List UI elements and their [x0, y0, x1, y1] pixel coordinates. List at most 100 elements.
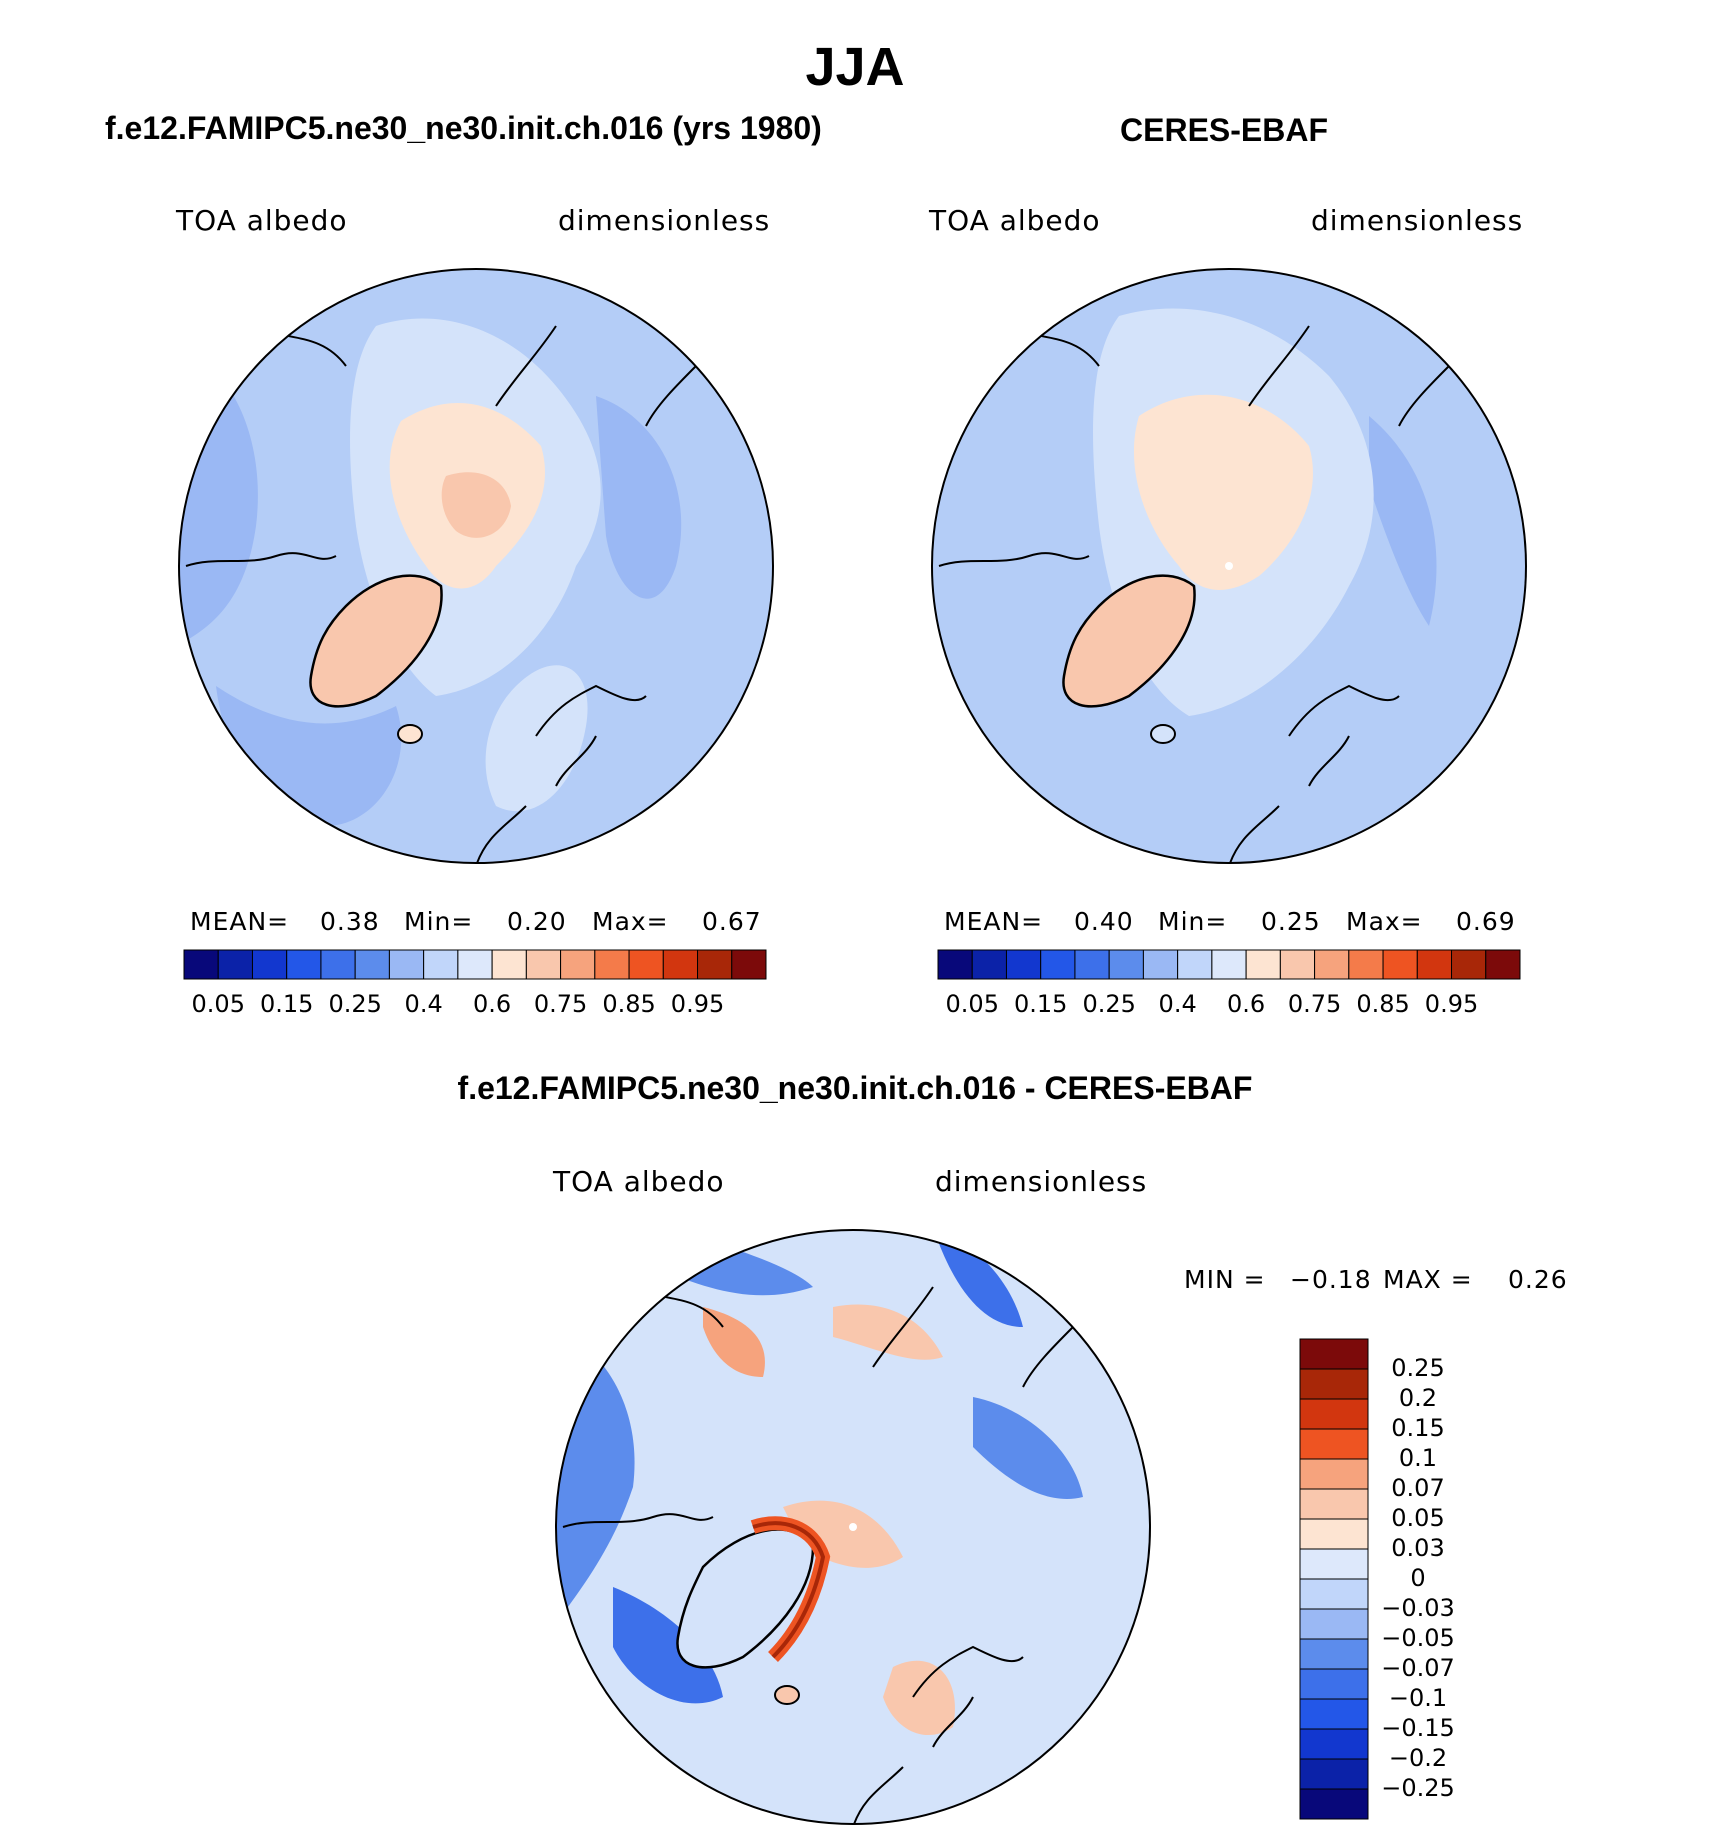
panel3-max-value: 0.26: [1508, 1265, 1568, 1294]
colorbar-box: [937, 949, 973, 980]
colorbar-tick-label: 0.15: [1013, 990, 1068, 1018]
colorbar-tick-label: 0.05: [191, 990, 245, 1018]
colorbar-box: [1299, 1668, 1369, 1700]
colorbar-box: [217, 949, 253, 980]
colorbar-tick-label: 0.25: [1391, 1354, 1445, 1382]
colorbar-box: [1299, 1758, 1369, 1790]
colorbar-tick-label: 0.85: [602, 990, 656, 1018]
panel3-min-value: −0.18: [1290, 1265, 1372, 1294]
colorbar-tick-label: 0.05: [945, 990, 999, 1018]
panel3-units-label: dimensionless: [935, 1165, 1148, 1198]
colorbar-tick-label: −0.05: [1381, 1624, 1455, 1652]
colorbar-tick-label: −0.03: [1381, 1594, 1455, 1622]
colorbar-tick-label: −0.1: [1388, 1684, 1448, 1712]
colorbar-box: [457, 949, 493, 980]
colorbar-box: [697, 949, 733, 980]
colorbar-tick-label: 0.85: [1356, 990, 1410, 1018]
colorbar-box: [1314, 949, 1350, 980]
colorbar-tick-label: 0.15: [259, 990, 314, 1018]
panel1-mean-label: MEAN=: [190, 907, 290, 936]
panel2-min-value: 0.25: [1261, 907, 1321, 936]
colorbar-tick-label: 0.05: [1391, 1504, 1445, 1532]
panel3-title: f.e12.FAMIPC5.ne30_ne30.init.ch.016 - CE…: [457, 1070, 1253, 1106]
panel2-max-value: 0.69: [1456, 907, 1516, 936]
panel1-title: f.e12.FAMIPC5.ne30_ne30.init.ch.016 (yrs…: [105, 110, 822, 146]
colorbar-box: [525, 949, 562, 980]
colorbar-panel2-ticks: 0.05 0.15 0.25 0.4 0.6 0.75 0.85 0.95: [938, 990, 1520, 1020]
colorbar-box: [286, 949, 322, 980]
colorbar-box: [354, 949, 390, 980]
colorbar-tick-label: 0.95: [670, 990, 725, 1018]
colorbar-tick-label: −0.15: [1381, 1714, 1455, 1742]
colorbar-tick-label: −0.2: [1388, 1744, 1448, 1772]
colorbar-tick-label: 0.75: [1287, 990, 1342, 1018]
panel1-max-value: 0.67: [702, 907, 762, 936]
panel3-min-label: MIN =: [1184, 1265, 1266, 1294]
colorbar-tick-label: −0.25: [1381, 1774, 1455, 1802]
colorbar-box: [1108, 949, 1144, 980]
colorbar-box: [1299, 1698, 1369, 1730]
colorbar-panel2: [937, 949, 1521, 980]
panel2-max-label: Max=: [1346, 907, 1423, 936]
colorbar-tick-label: 0.25: [328, 990, 382, 1018]
colorbar-panel1: [183, 949, 767, 980]
panel2-title: CERES-EBAF: [1120, 112, 1329, 148]
colorbar-box: [1485, 949, 1521, 980]
colorbar-box: [1299, 1608, 1369, 1640]
colorbar-box: [1074, 949, 1110, 980]
colorbar-box: [1299, 1458, 1369, 1490]
panel2-min-label: Min=: [1158, 907, 1228, 936]
colorbar-tick-label: 0.15: [1391, 1414, 1445, 1442]
colorbar-panel3: [1299, 1338, 1369, 1820]
panel2-variable-label: TOA albedo: [929, 204, 1101, 237]
colorbar-box: [1299, 1638, 1369, 1670]
colorbar-box: [1299, 1788, 1369, 1820]
colorbar-box: [560, 949, 596, 980]
main-title: JJA: [805, 37, 905, 97]
colorbar-box: [731, 949, 767, 980]
colorbar-box: [1245, 949, 1281, 980]
colorbar-tick-label: −0.07: [1381, 1654, 1455, 1682]
panel1-mean-value: 0.38: [320, 907, 380, 936]
colorbar-box: [388, 949, 425, 980]
colorbar-box: [1416, 949, 1453, 980]
colorbar-box: [1382, 949, 1418, 980]
colorbar-tick-label: 0.6: [473, 990, 512, 1018]
panel1-min-label: Min=: [404, 907, 474, 936]
colorbar-box: [1299, 1518, 1369, 1550]
panel1-variable-label: TOA albedo: [176, 204, 348, 237]
colorbar-tick-label: 0.03: [1391, 1534, 1445, 1562]
colorbar-box: [423, 949, 459, 980]
colorbar-tick-label: 0.4: [404, 990, 443, 1018]
colorbar-tick-label: 0.25: [1082, 990, 1136, 1018]
colorbar-tick-label: 0.6: [1227, 990, 1266, 1018]
map-panel3: [555, 1229, 1151, 1825]
colorbar-box: [1299, 1548, 1369, 1580]
colorbar-box: [1299, 1398, 1369, 1430]
panel2-mean-value: 0.40: [1074, 907, 1134, 936]
colorbar-tick-label: 0.1: [1398, 1444, 1438, 1472]
panel1-min-value: 0.20: [507, 907, 567, 936]
panel3-max-label: MAX =: [1383, 1265, 1473, 1294]
colorbar-box: [1299, 1428, 1369, 1460]
colorbar-box: [1299, 1728, 1369, 1760]
colorbar-box: [1211, 949, 1247, 980]
panel1-max-label: Max=: [592, 907, 669, 936]
panel1-units-label: dimensionless: [558, 204, 771, 237]
panel2-units-label: dimensionless: [1311, 204, 1524, 237]
colorbar-tick-label: 0.07: [1391, 1474, 1445, 1502]
colorbar-box: [1279, 949, 1316, 980]
colorbar-tick-label: 0.4: [1158, 990, 1197, 1018]
colorbar-box: [1177, 949, 1213, 980]
colorbar-box: [1299, 1338, 1369, 1370]
panel3-variable-label: TOA albedo: [553, 1165, 725, 1198]
colorbar-box: [1348, 949, 1384, 980]
panel2-mean-label: MEAN=: [944, 907, 1044, 936]
colorbar-tick-label: 0: [1410, 1564, 1426, 1592]
colorbar-box: [1299, 1368, 1369, 1400]
colorbar-tick-label: 0.2: [1398, 1384, 1438, 1412]
colorbar-tick-label: 0.95: [1424, 990, 1479, 1018]
colorbar-box: [1299, 1488, 1369, 1520]
colorbar-box: [1299, 1578, 1369, 1610]
colorbar-box: [1005, 949, 1042, 980]
